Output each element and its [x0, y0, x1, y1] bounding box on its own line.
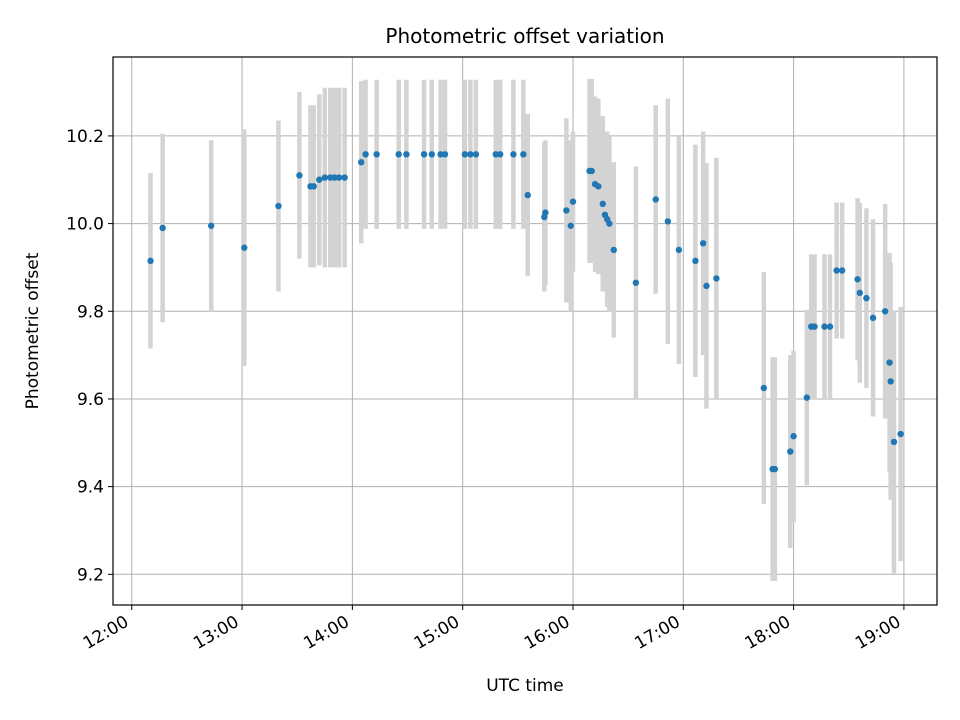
data-point	[362, 151, 369, 158]
y-tick-label: 10.2	[66, 127, 104, 147]
data-point	[563, 207, 570, 214]
data-point	[632, 279, 640, 286]
data-point	[569, 198, 577, 205]
data-point	[331, 174, 338, 181]
data-point	[790, 433, 797, 440]
plot-frame	[112, 56, 938, 606]
data-point	[803, 394, 811, 401]
data-point	[207, 222, 215, 229]
data-point	[520, 151, 527, 158]
data-point	[675, 246, 683, 254]
y-tick-label: 9.8	[77, 302, 104, 322]
data-point	[610, 246, 617, 254]
data-point	[403, 151, 410, 158]
data-point	[811, 323, 818, 330]
x-tick-label: 19:00	[852, 612, 904, 654]
data-point	[420, 151, 428, 158]
data-point	[703, 282, 710, 290]
chart-title: Photometric offset variation	[385, 24, 664, 48]
data-point	[335, 174, 343, 181]
data-point	[461, 151, 469, 158]
data-point	[542, 209, 549, 216]
y-tick-label: 9.6	[77, 390, 104, 410]
data-point	[357, 159, 365, 166]
data-point	[496, 151, 504, 158]
data-point	[316, 176, 323, 183]
data-point	[869, 314, 877, 322]
y-tick-label: 10.0	[66, 215, 104, 235]
x-tick-label: 18:00	[742, 612, 794, 654]
data-point	[567, 222, 574, 229]
data-point	[887, 378, 894, 385]
data-point	[856, 289, 863, 297]
data-point	[395, 151, 402, 158]
x-tick-label: 15:00	[411, 612, 463, 654]
data-point	[890, 438, 898, 446]
data-point	[760, 384, 768, 392]
y-axis-title: Photometric offset	[23, 252, 43, 409]
x-tick-label: 12:00	[80, 612, 132, 654]
data-point	[341, 174, 348, 181]
data-point	[467, 151, 474, 158]
data-point	[821, 323, 828, 330]
data-point	[771, 465, 779, 473]
x-tick-label: 14:00	[300, 612, 352, 654]
x-tick-label: 17:00	[631, 612, 683, 654]
data-point	[833, 267, 840, 274]
data-point	[826, 323, 834, 330]
x-tick-label: 13:00	[190, 612, 242, 654]
data-point	[472, 151, 480, 158]
data-point	[492, 151, 499, 158]
data-point	[428, 151, 435, 158]
data-point	[510, 151, 517, 158]
data-point	[595, 183, 602, 190]
data-point	[713, 275, 720, 282]
data-points	[147, 151, 904, 473]
data-point	[854, 276, 861, 283]
x-tick-label: 16:00	[521, 612, 573, 654]
data-point	[524, 191, 531, 199]
data-point	[147, 257, 154, 265]
data-point	[599, 200, 606, 208]
data-point	[699, 240, 707, 247]
data-point	[897, 430, 904, 438]
x-axis: 12:00 13:00 14:00 15:00 16:00 17:00 18:00 19:00	[80, 605, 905, 654]
data-point	[159, 224, 166, 232]
data-point	[664, 218, 672, 225]
data-point	[838, 267, 846, 274]
data-point	[652, 196, 659, 203]
data-point	[321, 174, 328, 181]
y-axis: 9.2 9.4 9.6 9.8 10.0 10.2	[66, 127, 113, 585]
data-point	[886, 359, 893, 366]
y-tick-label: 9.2	[77, 565, 104, 585]
data-point	[275, 202, 282, 210]
data-point	[310, 183, 317, 190]
data-point	[241, 244, 248, 251]
x-axis-title: UTC time	[486, 676, 564, 696]
data-point	[327, 174, 334, 181]
data-point	[787, 448, 794, 455]
data-point	[863, 294, 870, 302]
data-point	[881, 308, 889, 315]
data-point	[588, 167, 595, 175]
data-point	[437, 151, 444, 158]
data-point	[296, 172, 303, 179]
data-point	[373, 151, 380, 158]
y-tick-label: 9.4	[77, 478, 104, 498]
data-point	[692, 257, 699, 265]
data-point	[606, 220, 613, 227]
data-point	[441, 151, 449, 158]
